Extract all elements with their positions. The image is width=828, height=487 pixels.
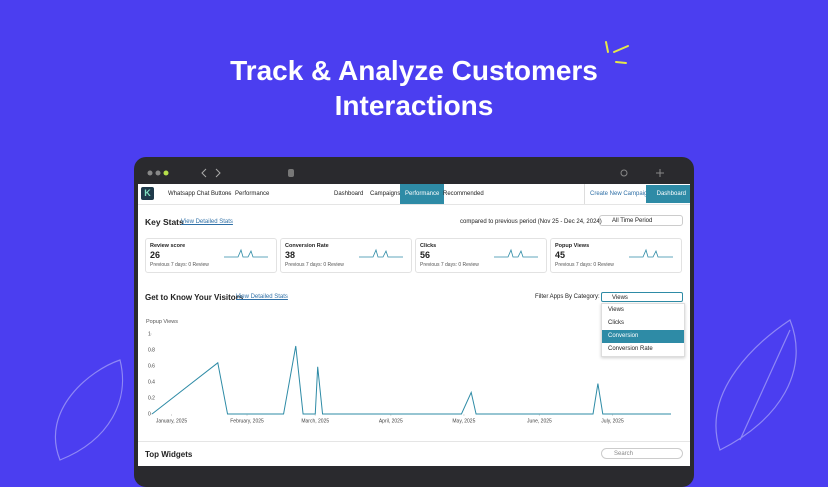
y-tick-label: 0.8: [148, 347, 155, 353]
hero-title-line: Interactions: [334, 90, 494, 121]
breadcrumb-arrow: →: [225, 190, 231, 196]
section-title: Key Stats: [145, 217, 184, 227]
stat-note: Previous 7 days: 0 Review: [150, 262, 209, 268]
x-tick-label: May, 2025: [452, 418, 475, 424]
dropdown-option[interactable]: Conversion Rate: [608, 346, 653, 352]
tab[interactable]: Campaigns: [370, 191, 401, 197]
y-tick-label: 0.4: [148, 379, 155, 385]
stat-card: Review score 26 Previous 7 days: 0 Review: [145, 238, 277, 273]
page: Track & Analyze Customers Interactions K…: [54, 41, 797, 487]
section-title: Top Widgets: [145, 450, 193, 459]
y-axis-label: Popup Views: [146, 319, 179, 325]
y-tick-label: 1: [148, 331, 151, 337]
stat-value: 38: [285, 250, 296, 260]
sparkline: [224, 248, 268, 258]
x-tick-label: July, 2025: [601, 418, 624, 424]
stat-label: Review score: [150, 243, 186, 249]
period-select[interactable]: All Time Period: [599, 215, 683, 226]
app: K Whatsapp Chat Buttons → Performance Da…: [138, 184, 690, 466]
breadcrumb[interactable]: Whatsapp Chat Buttons: [168, 191, 232, 197]
y-tick-label: 0.2: [148, 395, 155, 401]
section-title: Get to Know Your Visitors: [145, 293, 244, 302]
x-tick-label: June, 2025: [527, 418, 552, 424]
tab[interactable]: Recommended: [443, 191, 484, 197]
stat-value: 26: [150, 250, 161, 260]
x-tick-label: March, 2025: [301, 418, 329, 424]
detail-link[interactable]: View Detailed Stats: [236, 294, 288, 300]
search[interactable]: Search: [601, 448, 683, 459]
filter-label: Filter Apps By Category:: [535, 294, 600, 300]
comparison: compared to previous period (Nov 25 - De…: [460, 219, 602, 225]
stat-note: Previous 7 days: 0 Review: [285, 262, 344, 268]
detail-link[interactable]: View Detailed Stats: [181, 219, 233, 225]
hero-title-line: Track & Analyze Customers: [230, 55, 598, 86]
stat-note: Previous 7 days: 0 Review: [420, 262, 479, 268]
browser-bar: [147, 168, 664, 178]
stat-value: 45: [555, 250, 566, 260]
stat-card: Conversion Rate 38 Previous 7 days: 0 Revi…: [280, 238, 412, 273]
breadcrumb: Performance: [235, 191, 270, 197]
divider: [138, 441, 690, 442]
x-tick-label: April, 2025: [379, 418, 403, 424]
stat-value: 56: [420, 250, 431, 260]
tab[interactable]: Dashboard: [334, 191, 364, 197]
tab[interactable]: Performance: [400, 184, 445, 204]
stat-card: Popup Views 45 Previous 7 days: 0 Review: [550, 238, 682, 273]
dropdown-option[interactable]: Conversion: [602, 330, 684, 343]
sparkle: [605, 41, 629, 64]
dashboard-button[interactable]: Dashboard: [646, 185, 690, 203]
stat-note: Previous 7 days: 0 Review: [555, 262, 614, 268]
stat-label: Clicks: [420, 243, 437, 249]
x-tick-label: February, 2025: [230, 418, 264, 424]
stat-label: Popup Views: [555, 243, 590, 249]
chart: 0 0.2 0.4 0.6 0.8 1 January, 2025 February, 202…: [148, 331, 671, 424]
sparkline: [629, 248, 673, 258]
x-tick-label: January, 2025: [156, 418, 188, 424]
y-tick-label: 0: [148, 411, 151, 417]
logo[interactable]: K: [141, 187, 154, 200]
sparkline: [359, 248, 403, 258]
line-series: [151, 345, 671, 415]
create-button[interactable]: Create New Campaign: [584, 184, 651, 204]
stat-card: Clicks 56 Previous 7 days: 0 Review: [415, 238, 547, 273]
dropdown: Views Clicks Conversion Conversion Rate: [601, 303, 685, 357]
dropdown-option[interactable]: Clicks: [608, 320, 624, 326]
decor: [54, 319, 797, 461]
stat-label: Conversion Rate: [285, 243, 329, 249]
sparkline: [494, 248, 538, 258]
category-select[interactable]: Views: [601, 292, 683, 302]
nav: [138, 184, 690, 205]
dropdown-option[interactable]: Views: [608, 307, 624, 313]
y-tick-label: 0.6: [148, 363, 155, 369]
